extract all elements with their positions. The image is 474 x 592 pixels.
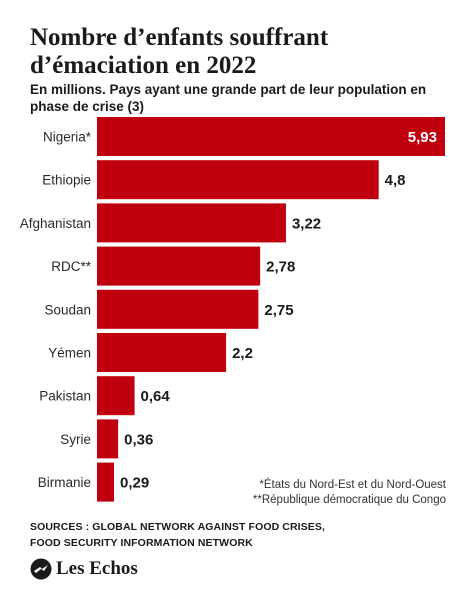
category-label: Ethiopie	[42, 173, 91, 188]
category-label: Nigeria*	[43, 130, 92, 145]
category-label: Syrie	[60, 432, 91, 447]
value-label: 4,8	[385, 172, 406, 189]
category-label: Yémen	[48, 346, 91, 361]
footnote-rdc: **République démocratique du Congo	[252, 494, 446, 506]
value-label: 2,2	[232, 345, 253, 362]
category-label: Pakistan	[39, 389, 91, 404]
value-label: 0,29	[120, 475, 149, 492]
bar	[97, 419, 119, 459]
value-label: 0,64	[141, 388, 171, 405]
category-label: Soudan	[44, 302, 91, 317]
value-label: 5,93	[408, 129, 437, 146]
category-label: Birmanie	[38, 475, 91, 490]
bar	[97, 246, 261, 286]
bar	[97, 117, 445, 156]
category-label: Afghanistan	[20, 216, 91, 231]
footnote-nigeria: *États du Nord-Est et du Nord-Ouest	[259, 479, 446, 491]
bar	[97, 333, 227, 372]
bar	[97, 160, 379, 200]
value-label: 3,22	[292, 215, 321, 232]
sources-line-2: FOOD SECURITY INFORMATION NETWORK	[30, 537, 253, 549]
bar	[97, 203, 286, 243]
sources: SOURCES : GLOBAL NETWORK AGAINST FOOD CR…	[30, 519, 325, 551]
les-echos-logo-icon	[30, 558, 52, 580]
value-label: 2,78	[266, 259, 295, 276]
chart-title: Nombre d’enfants souffrant d’émaciation …	[30, 24, 329, 79]
value-label: 0,36	[124, 431, 153, 448]
value-label: 2,75	[264, 302, 293, 319]
chart-subtitle: En millions. Pays ayant une grande part …	[30, 82, 427, 114]
category-label: RDC**	[51, 259, 92, 274]
bar	[97, 289, 259, 329]
bar	[97, 462, 115, 502]
sources-line-1: SOURCES : GLOBAL NETWORK AGAINST FOOD CR…	[30, 521, 326, 533]
bars-group: Nigeria* 5,93 Ethiopie 4,8 Afghanistan 3,22 RD…	[20, 117, 445, 502]
bar	[97, 376, 135, 416]
logo-text: Les Echos	[56, 558, 138, 579]
les-echos-logo: Les Echos	[30, 558, 138, 580]
